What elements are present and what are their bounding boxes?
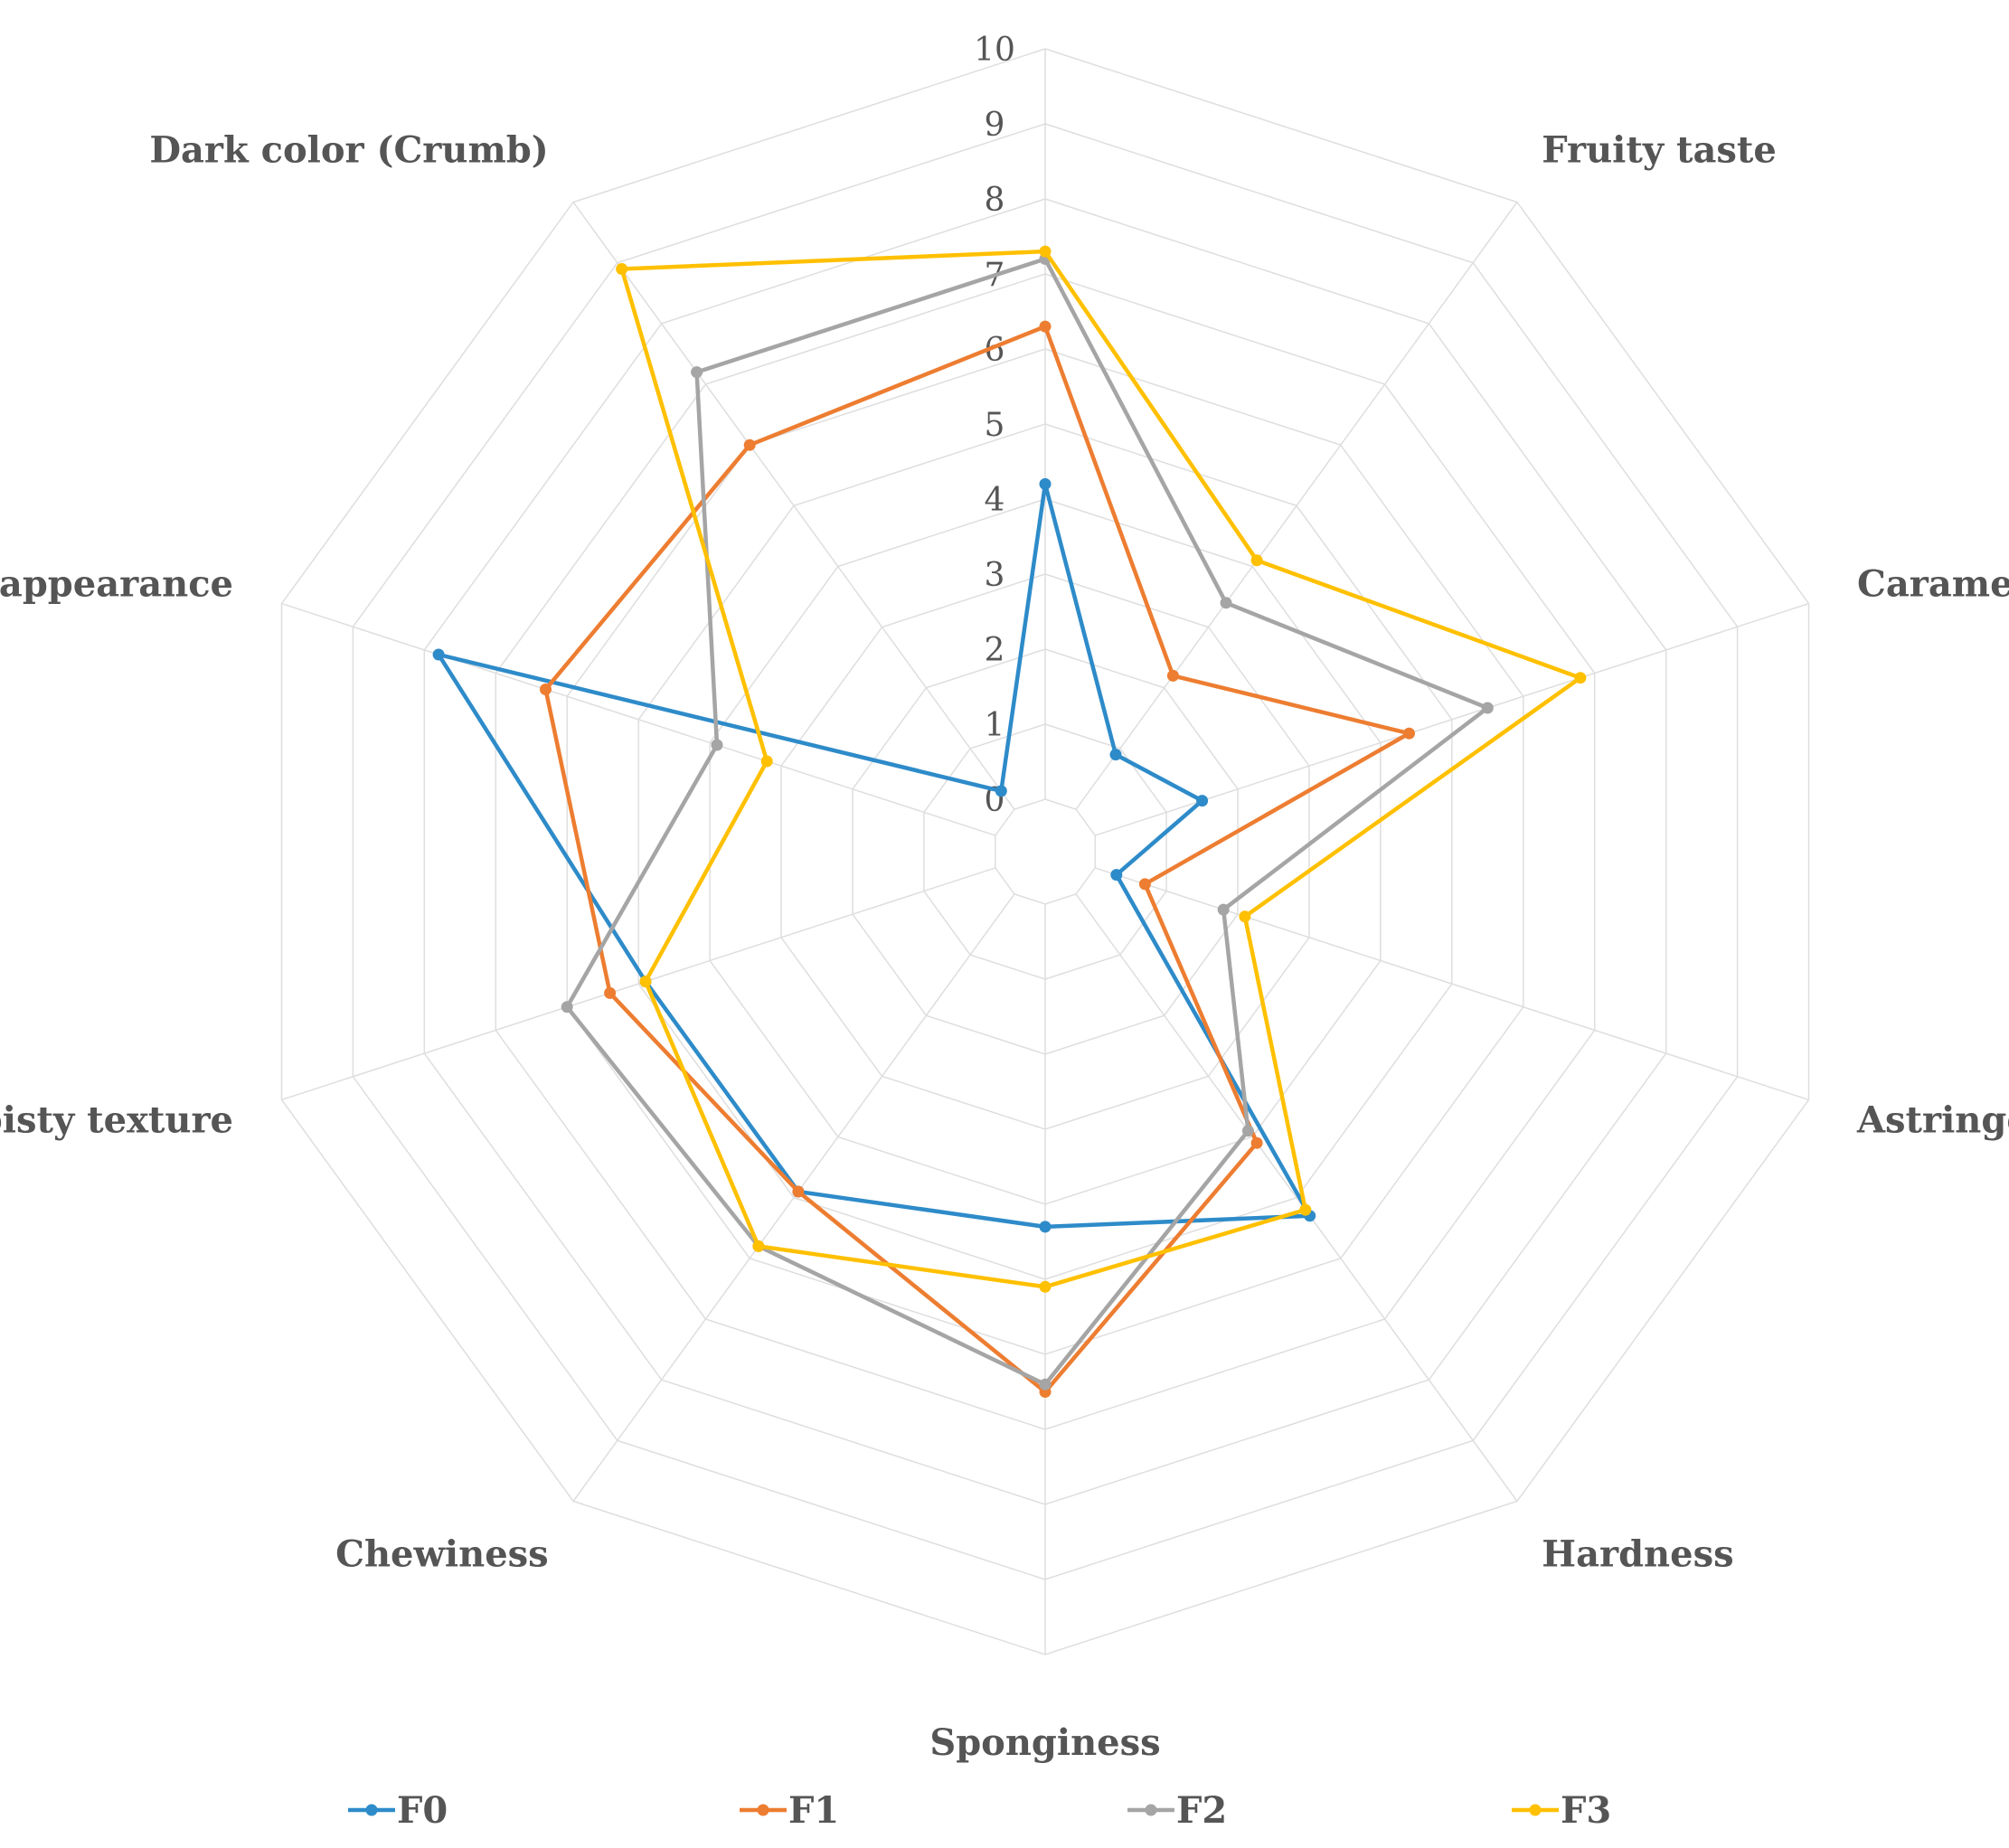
series-line-f1 <box>543 324 1411 1394</box>
grid-ring-0 <box>995 798 1096 905</box>
legend-label: F1 <box>788 1789 839 1832</box>
series-f0 <box>432 477 1316 1233</box>
tick-label-2: 2 <box>985 632 1005 669</box>
spoke-puffy-appearance <box>281 602 996 836</box>
legend-label: F3 <box>1561 1789 1611 1832</box>
point-f1-moisty-texture <box>604 986 617 999</box>
point-f2-astringency <box>1217 903 1230 916</box>
tick-label-5: 5 <box>985 407 1005 444</box>
series-f3 <box>616 245 1587 1293</box>
legend-swatch-marker <box>757 1804 769 1816</box>
legend-label: F2 <box>1176 1789 1227 1832</box>
series-line-f3 <box>619 249 1583 1289</box>
point-f0-puffy-appearance <box>432 648 445 661</box>
point-f1-dark-color-crumb <box>743 438 756 451</box>
point-f0-astringency <box>1110 869 1123 882</box>
point-f3-dark-color-crumb <box>616 263 628 275</box>
point-f1-hardness <box>1250 1136 1263 1149</box>
spoke-moisty-texture <box>281 867 996 1101</box>
tick-label-9: 9 <box>985 107 1005 144</box>
axis-label-astringency: Astringency <box>1856 1099 2009 1142</box>
point-f3-caramel-taste <box>1574 672 1587 684</box>
point-f2-fruity-taste <box>1220 597 1232 609</box>
tick-label-1: 1 <box>985 707 1005 744</box>
series-f1 <box>540 320 1415 1398</box>
spoke-chewiness <box>572 893 1015 1502</box>
spoke-hardness <box>1075 893 1518 1502</box>
point-f3-fruity-taste <box>1250 554 1263 567</box>
point-f2-sponginess <box>1039 1378 1052 1391</box>
axis-label-fruity-taste: Fruity taste <box>1542 128 1777 171</box>
series-f2 <box>561 252 1494 1391</box>
point-f0-sponginess <box>1039 1221 1052 1233</box>
tick-label-4: 4 <box>985 482 1005 519</box>
axis-labels: SweetnessFruity tasteCaramel tasteAstrin… <box>0 128 2009 1764</box>
legend-swatch-marker <box>365 1804 378 1816</box>
point-f3-sweetness <box>1039 245 1052 258</box>
axis-label-dark-color-crumb: Dark color (Crumb) <box>149 128 548 171</box>
legend-item-f2: F2 <box>1127 1789 1227 1832</box>
point-f2-puffy-appearance <box>711 739 723 751</box>
axis-label-chewiness: Chewiness <box>335 1533 549 1576</box>
tick-label-6: 6 <box>985 332 1005 369</box>
point-f2-dark-color-crumb <box>691 366 703 379</box>
legend-item-f1: F1 <box>740 1789 839 1832</box>
axis-label-caramel-taste: Caramel taste <box>1857 562 2009 605</box>
point-f1-astringency <box>1138 878 1151 891</box>
axis-label-sponginess: Sponginess <box>929 1721 1160 1764</box>
spoke-fruity-taste <box>1075 202 1518 810</box>
point-f3-moisty-texture <box>639 976 652 988</box>
point-f1-puffy-appearance <box>540 684 552 695</box>
tick-label-3: 3 <box>985 557 1005 594</box>
axis-label-puffy-appearance: Puffy appearance <box>0 562 233 605</box>
legend-item-f3: F3 <box>1512 1789 1611 1832</box>
tick-label-8: 8 <box>985 182 1005 219</box>
series-line-f0 <box>436 482 1312 1230</box>
axis-label-moisty-texture: Moisty texture <box>0 1099 233 1142</box>
point-f3-puffy-appearance <box>760 755 773 768</box>
legend-item-f0: F0 <box>348 1789 448 1832</box>
point-f1-caramel-taste <box>1403 727 1415 740</box>
point-f3-hardness <box>1299 1203 1312 1216</box>
point-f1-chewiness <box>792 1185 805 1198</box>
legend-swatch-marker <box>1529 1804 1542 1816</box>
series-group <box>432 245 1587 1398</box>
series-line-f2 <box>564 257 1490 1387</box>
point-f3-sponginess <box>1039 1280 1052 1293</box>
legend: F0 F1 F2 F3 <box>348 1789 1611 1832</box>
point-f3-astringency <box>1239 910 1251 923</box>
point-f0-caramel-taste <box>1196 795 1209 807</box>
radar-spokes <box>281 49 1809 1655</box>
point-f1-fruity-taste <box>1166 669 1179 682</box>
spoke-dark-color-crumb <box>572 202 1015 810</box>
point-f0-fruity-taste <box>1109 749 1122 761</box>
point-f2-hardness <box>1241 1125 1254 1137</box>
legend-label: F0 <box>397 1789 448 1832</box>
point-f0-sweetness <box>1039 477 1052 490</box>
point-f2-moisty-texture <box>561 1001 573 1014</box>
point-f3-chewiness <box>752 1240 765 1252</box>
legend-swatch-marker <box>1145 1804 1157 1816</box>
tick-label-10: 10 <box>974 32 1015 69</box>
point-f0-dark-color-crumb <box>995 785 1007 797</box>
spoke-caramel-taste <box>1094 602 1809 836</box>
point-f2-caramel-taste <box>1481 702 1494 714</box>
axis-label-hardness: Hardness <box>1542 1533 1733 1576</box>
spoke-astringency <box>1094 867 1809 1101</box>
point-f1-sweetness <box>1039 320 1052 333</box>
